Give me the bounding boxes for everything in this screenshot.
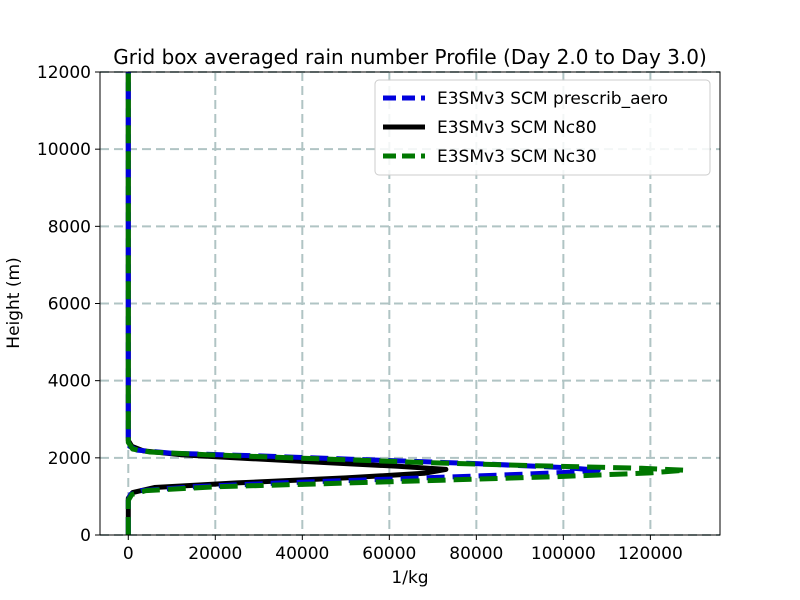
series-line-2 bbox=[125, 72, 688, 535]
x-tick-label: 80000 bbox=[449, 544, 503, 564]
legend-label-1: E3SMv3 SCM Nc80 bbox=[437, 118, 597, 138]
y-tick-label: 4000 bbox=[48, 372, 91, 392]
x-tick-label: 100000 bbox=[531, 544, 596, 564]
x-tick-label: 20000 bbox=[188, 544, 242, 564]
y-tick-label: 2000 bbox=[48, 449, 91, 469]
legend-label-0: E3SMv3 SCM prescrib_aero bbox=[437, 89, 668, 109]
y-tick-label: 6000 bbox=[48, 295, 91, 315]
x-axis-label: 1/kg bbox=[391, 568, 428, 588]
y-tick-label: 8000 bbox=[48, 217, 91, 237]
legend-frame bbox=[374, 79, 711, 176]
y-tick-label: 10000 bbox=[37, 140, 91, 160]
x-tick-label: 0 bbox=[123, 544, 134, 564]
legend-label-2: E3SMv3 SCM Nc30 bbox=[437, 147, 597, 167]
series-lines bbox=[125, 72, 688, 535]
x-tick-label: 40000 bbox=[275, 544, 329, 564]
legend: E3SMv3 SCM prescrib_aero E3SMv3 SCM Nc80 E… bbox=[374, 79, 711, 176]
y-axis-label: Height (m) bbox=[4, 257, 24, 348]
x-tick-label: 60000 bbox=[362, 544, 416, 564]
axis-ticks: 0 20000 40000 60000 80000 100000 120000 0 2000 40… bbox=[37, 63, 683, 564]
y-tick-label: 0 bbox=[80, 526, 91, 546]
chart-title: Grid box averaged rain number Profile (D… bbox=[113, 45, 707, 69]
x-tick-label: 120000 bbox=[618, 544, 683, 564]
y-tick-label: 12000 bbox=[37, 63, 91, 83]
